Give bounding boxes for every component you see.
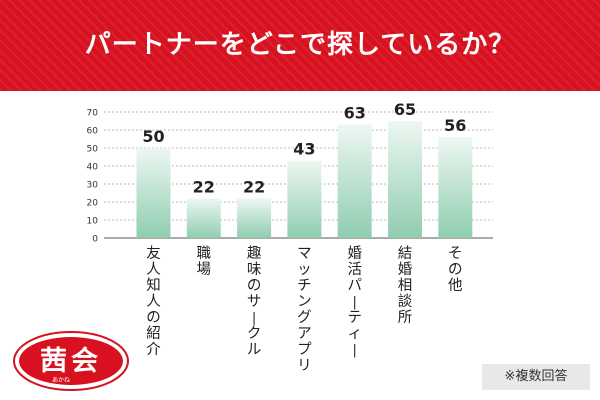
category-char: グ [297,309,312,326]
category-char: ル [247,342,262,358]
title-banner [0,0,600,91]
category-char: マ [297,246,312,262]
category-char: そ [448,246,463,262]
category-label: その他 [448,246,463,294]
category-char: ッ [297,262,312,278]
bar [287,160,322,238]
page-title: パートナーをどこで探しているか？ [84,30,516,60]
category-char: 場 [197,261,212,278]
data-labels: 50 22 22 43 63 65 56 [142,100,466,196]
y-tick-label: 30 [87,181,99,191]
bar-value-label: 56 [444,116,466,135]
logo-reading: あかね [52,377,70,384]
category-label: 婚活パ|ティ| [347,245,362,358]
category-char: 談 [398,293,413,310]
akanekai-logo: 茜会 あかね [13,331,129,391]
category-char: 味 [247,261,262,278]
category-char: ン [297,294,312,310]
category-char: 知 [146,277,161,294]
category-char: 友 [146,245,161,262]
category-char: の [247,278,262,294]
bar [337,124,372,238]
y-tick-label: 40 [87,163,99,173]
category-char: 婚 [347,245,362,262]
category-label: 職場 [197,245,212,278]
category-char: 職 [197,245,212,262]
category-char: 相 [398,277,413,294]
category-char: チ [297,278,312,294]
category-char: ア [297,326,312,342]
category-char: 結 [398,245,413,262]
bar-value-label: 50 [142,127,164,146]
category-char: | [353,295,357,310]
category-char: テ [347,310,362,326]
y-tick-label: 60 [87,127,99,137]
category-char: 他 [448,277,463,294]
y-tick-label: 20 [87,199,99,209]
y-tick-label: 10 [87,217,99,227]
y-axis-ticks: 0 10 20 30 40 50 60 70 [87,109,99,245]
category-char: 趣 [247,245,262,262]
bar-value-label: 65 [394,100,416,119]
multiple-answer-note: ※複数回答 [482,364,590,390]
category-char: リ [297,358,312,374]
bar-value-label: 43 [293,140,315,159]
category-char: 婚 [398,261,413,278]
bar [186,198,221,238]
category-char: | [252,311,256,326]
category-char: プ [297,341,312,358]
category-char: の [448,262,463,278]
y-tick-label: 0 [92,235,98,245]
bar [438,137,473,238]
y-tick-label: 70 [87,109,99,119]
bar-value-label: 22 [243,177,265,196]
logo-mark: 茜会 [40,346,102,377]
bar [237,198,272,238]
category-char: 活 [347,261,362,278]
category-char: ィ [347,326,362,342]
y-tick-label: 50 [87,145,99,155]
bar [388,121,422,238]
bars [136,121,473,238]
category-char: サ [247,294,262,310]
category-char: 介 [146,341,161,358]
category-char: 人 [146,261,161,278]
category-char: の [146,310,161,326]
category-char: ク [247,325,262,342]
bar [136,148,171,238]
bar-value-label: 22 [193,177,215,196]
category-char: 所 [398,309,413,326]
bar-value-label: 63 [344,104,366,123]
category-char: パ [347,277,362,294]
category-char: 人 [146,293,161,310]
category-char: 紹 [146,325,161,342]
category-char: | [353,343,357,358]
